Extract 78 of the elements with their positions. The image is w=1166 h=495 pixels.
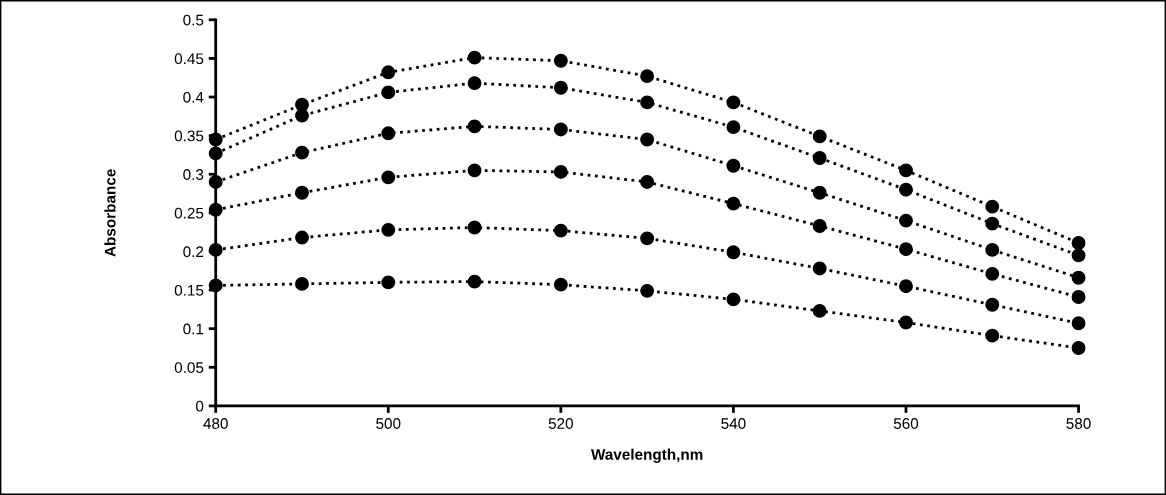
point [381, 275, 396, 290]
point [812, 185, 827, 200]
y-tick-label: 0.45 [174, 53, 204, 65]
point [985, 328, 1000, 343]
point [726, 292, 741, 307]
y-tick-label: 0.3 [183, 169, 204, 180]
point [726, 245, 741, 260]
point [467, 274, 482, 289]
y-tick-label: 0.4 [183, 91, 204, 103]
point [381, 222, 396, 237]
point [726, 158, 741, 173]
point [553, 223, 568, 238]
point [985, 266, 1000, 281]
point [553, 122, 568, 137]
point [899, 279, 913, 294]
point [640, 132, 655, 147]
point [467, 220, 482, 235]
point [640, 95, 655, 110]
point [553, 164, 568, 179]
x-tick-label: 540 [721, 418, 746, 429]
point [1071, 270, 1086, 285]
y-tick-label: 0.05 [174, 362, 204, 373]
point [985, 216, 1000, 231]
point [812, 261, 827, 276]
point [467, 50, 482, 65]
y-tick-label: 0.25 [174, 207, 204, 219]
point [812, 129, 827, 144]
point [899, 182, 913, 197]
y-tick-label: 0.15 [174, 284, 204, 296]
y-tick-label: 0.35 [174, 130, 204, 142]
point [899, 315, 913, 330]
y-tick-label: 0.5 [183, 14, 204, 26]
point [812, 151, 827, 165]
point [295, 185, 309, 200]
point [295, 145, 309, 160]
point [899, 163, 913, 178]
point [726, 95, 741, 110]
x-tick-label: 500 [376, 418, 401, 429]
point [1071, 341, 1086, 355]
point [1071, 290, 1086, 304]
point [899, 242, 913, 257]
point [640, 69, 655, 84]
point [553, 80, 568, 95]
point [726, 196, 741, 211]
point [812, 303, 827, 318]
point [1071, 316, 1086, 331]
point [726, 120, 741, 135]
y-tick-label: 0.1 [183, 323, 204, 335]
x-tick-label: 560 [893, 418, 919, 429]
point [640, 283, 655, 298]
point [899, 213, 913, 228]
x-tick-label: 480 [203, 418, 228, 429]
point [381, 170, 396, 185]
point [381, 85, 396, 100]
point [640, 231, 655, 246]
y-axis-title: Absorbance [104, 169, 116, 257]
point [812, 219, 827, 233]
point [553, 277, 568, 292]
point [985, 242, 1000, 257]
point [467, 76, 482, 91]
point [295, 230, 309, 245]
x-tick-label: 580 [1066, 418, 1091, 429]
point [1071, 236, 1086, 250]
point [640, 175, 655, 189]
x-tick-label: 520 [548, 418, 573, 429]
point [1071, 248, 1086, 263]
point [985, 199, 1000, 214]
point [381, 126, 396, 141]
y-tick-label: 0 [196, 400, 204, 412]
point [295, 276, 309, 291]
point [467, 163, 482, 178]
point [381, 65, 396, 80]
y-tick-label: 0.2 [183, 246, 204, 258]
point [467, 119, 482, 134]
point [295, 108, 309, 123]
point [553, 53, 568, 68]
point [985, 297, 1000, 312]
x-axis-title: Wavelength,nm [590, 448, 703, 463]
